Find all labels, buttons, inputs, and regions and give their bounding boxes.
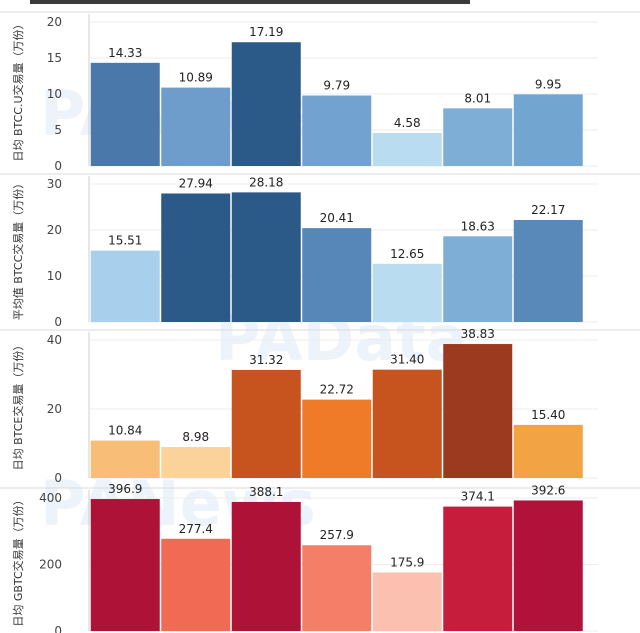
bar-value-label: 14.33 <box>108 46 142 60</box>
bar <box>443 344 513 478</box>
y-tick-label: 30 <box>47 177 62 191</box>
bar <box>443 506 513 631</box>
y-tick-label: 20 <box>47 402 62 416</box>
bar <box>513 220 583 322</box>
bar <box>231 42 301 167</box>
bar <box>513 500 583 631</box>
bar-value-label: 20.41 <box>320 211 354 225</box>
y-tick-label: 20 <box>47 223 62 237</box>
bar <box>443 236 513 322</box>
bar-value-label: 8.98 <box>182 430 209 444</box>
bar-value-label: 22.17 <box>531 203 565 217</box>
bar-value-label: 31.32 <box>249 353 283 367</box>
bar-value-label: 27.94 <box>179 176 213 190</box>
bar-value-label: 28.18 <box>249 175 283 189</box>
bar <box>90 499 160 631</box>
y-axis-title: 日均 BTCC.U交易量（万份） <box>11 18 25 161</box>
bar-value-label: 388.1 <box>249 485 283 499</box>
bar-value-label: 8.01 <box>464 91 491 105</box>
bar <box>302 95 372 166</box>
header-strip <box>30 0 470 4</box>
y-axis-title: 日均 GBTC交易量（万份） <box>11 494 25 626</box>
bar-value-label: 396.9 <box>108 482 142 496</box>
bar <box>513 424 583 478</box>
bar-value-label: 9.95 <box>535 77 562 91</box>
y-tick-label: 20 <box>47 15 62 29</box>
y-tick-label: 0 <box>54 315 62 329</box>
bar <box>90 250 160 322</box>
y-tick-label: 15 <box>47 51 62 65</box>
bar-value-label: 175.9 <box>390 556 424 570</box>
bar-value-label: 18.63 <box>461 219 495 233</box>
bar <box>372 263 442 322</box>
y-tick-label: 0 <box>54 624 62 633</box>
bar-value-label: 10.89 <box>179 71 213 85</box>
bar-value-label: 17.19 <box>249 25 283 39</box>
chart-panel-1: 0 5 10 15 20 日均 BTCC.U交易量（万份） 14.33 10.89 17.19 9… <box>0 11 640 173</box>
bar <box>90 62 160 166</box>
y-tick-label: 10 <box>47 87 62 101</box>
bar <box>513 94 583 166</box>
bar <box>372 133 442 166</box>
bar <box>231 192 301 322</box>
bar-value-label: 12.65 <box>390 247 424 261</box>
bar <box>161 193 231 322</box>
bar <box>302 399 372 478</box>
y-tick-label: 0 <box>54 471 62 485</box>
y-tick-label: 5 <box>54 123 62 137</box>
bar-value-label: 38.83 <box>461 327 495 341</box>
y-tick-label: 10 <box>47 269 62 283</box>
y-tick-label: 400 <box>39 491 62 505</box>
bar-value-label: 15.51 <box>108 234 142 248</box>
bar <box>443 108 513 166</box>
bar <box>161 87 231 166</box>
bar <box>231 369 301 478</box>
bar <box>90 440 160 478</box>
bar-value-label: 9.79 <box>323 79 350 93</box>
bar <box>231 501 301 631</box>
bar-value-label: 277.4 <box>179 522 213 536</box>
bar-value-label: 22.72 <box>320 383 354 397</box>
bar-value-label: 4.58 <box>394 116 421 130</box>
bar <box>161 447 231 478</box>
chart-panel-4: 0 200 400 日均 GBTC交易量（万份） 396.9 277.4 388.1 257.… <box>0 482 640 633</box>
bar <box>372 572 442 631</box>
y-tick-label: 0 <box>54 159 62 173</box>
chart-panel-2: 0 10 20 30 平均值 BTCC交易量（万份） 15.51 27.94 28.18 20.… <box>0 173 640 329</box>
chart-panel-3: 0 20 40 日均 BTCE交易量（万份） 10.84 8.98 31.32 22.72 31… <box>0 327 640 485</box>
y-tick-label: 200 <box>39 558 62 572</box>
bar-value-label: 31.40 <box>390 353 424 367</box>
y-tick-label: 40 <box>47 333 62 347</box>
bar-value-label: 257.9 <box>320 528 354 542</box>
bar-value-label: 392.6 <box>531 483 565 497</box>
bar-value-label: 374.1 <box>461 490 495 504</box>
bar <box>302 545 372 631</box>
y-axis-title: 日均 BTCE交易量（万份） <box>11 340 25 471</box>
y-axis-title: 平均值 BTCC交易量（万份） <box>11 178 25 320</box>
bar <box>302 228 372 322</box>
bar <box>161 538 231 631</box>
bar <box>372 369 442 478</box>
bar-value-label: 10.84 <box>108 424 142 438</box>
bar-value-label: 15.40 <box>531 408 565 422</box>
